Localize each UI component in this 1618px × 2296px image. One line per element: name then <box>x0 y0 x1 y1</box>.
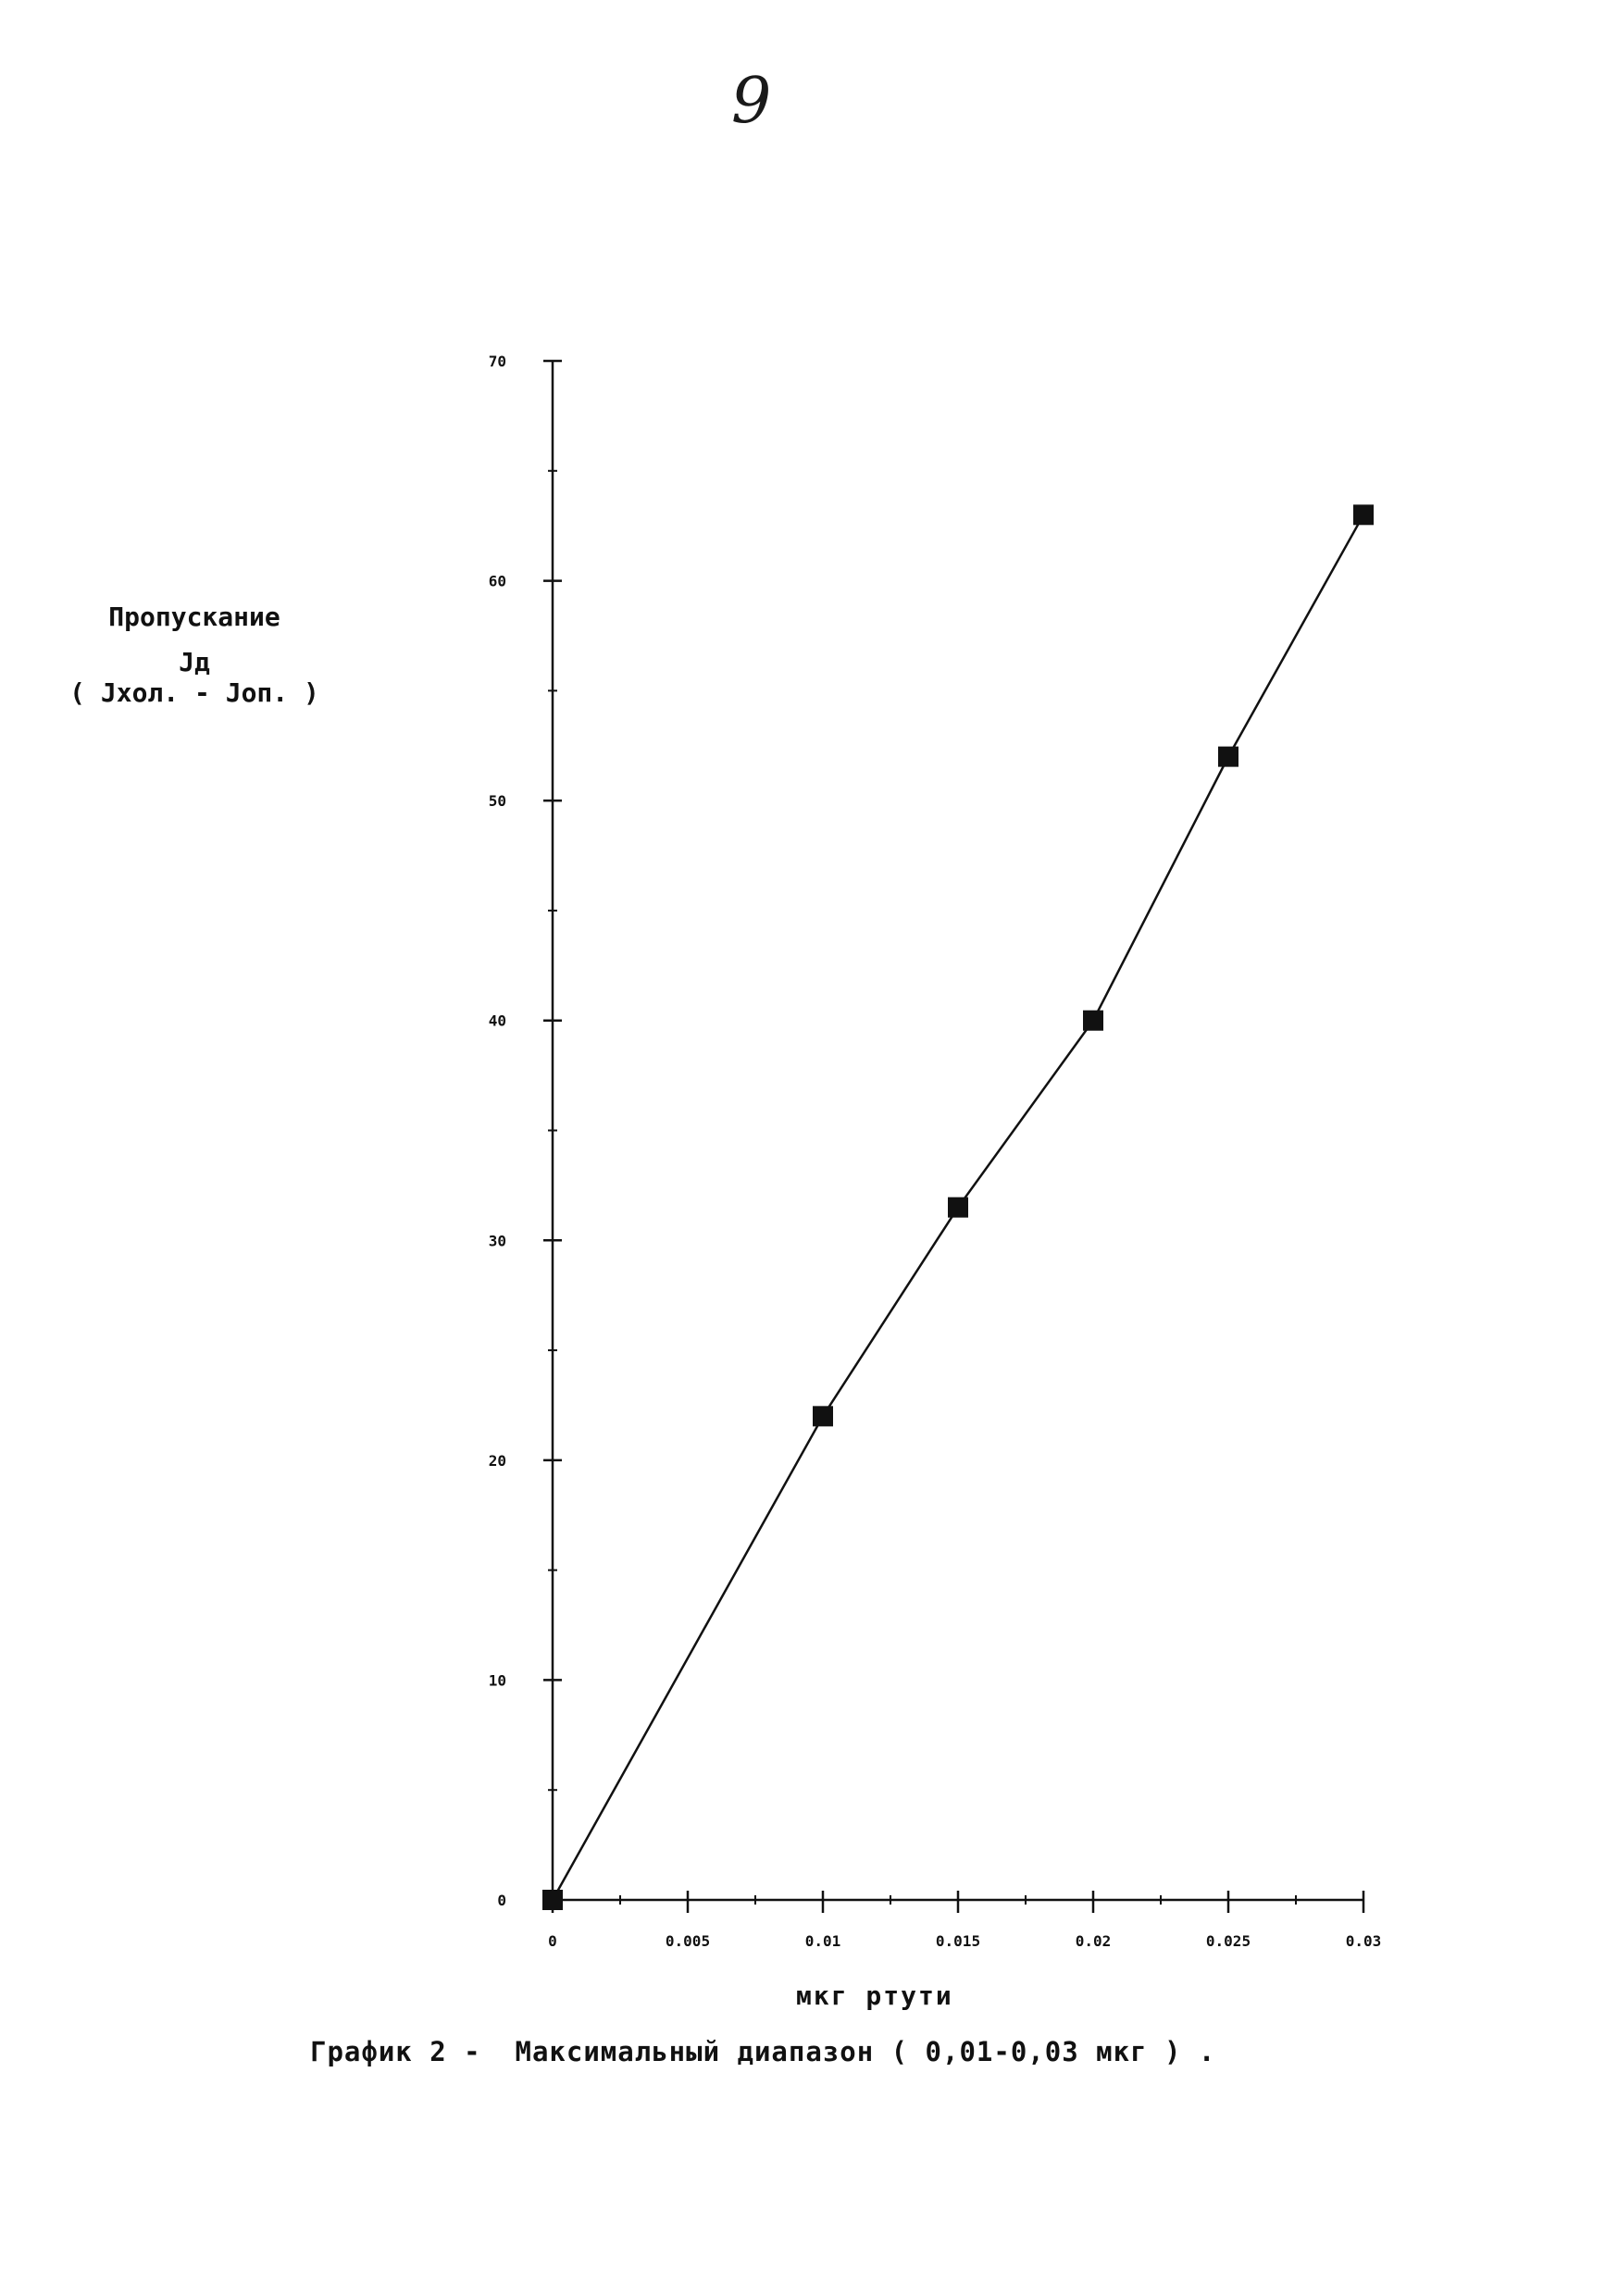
y-axis-label: Пропускание Jд ( Jхол. - Jоп. ) <box>56 602 333 708</box>
y-tick-label: 20 <box>489 1452 506 1470</box>
chart-ticks <box>543 359 1365 1913</box>
chart-tick-labels: 0 10 20 30 40 50 60 70 0 0.005 0.01 0.015 0.02 0.025 0… <box>489 353 1382 1950</box>
data-point <box>1353 504 1374 526</box>
data-point <box>1083 1010 1103 1031</box>
x-tick-label: 0.025 <box>1206 1932 1251 1950</box>
data-point <box>948 1197 968 1218</box>
x-tick-label: 0 <box>548 1932 557 1950</box>
y-tick-label: 70 <box>489 353 506 370</box>
page-number: 9 <box>731 65 772 138</box>
chart-axes <box>551 361 1363 1902</box>
y-tick-label: 30 <box>489 1232 506 1249</box>
data-point <box>813 1406 833 1427</box>
y-tick-label: 0 <box>497 1892 506 1909</box>
x-axis-label: мкг ртути <box>796 1980 953 2011</box>
chart-series <box>542 504 1374 1910</box>
figure-caption: График 2 - Максимальный диапазон ( 0,01-… <box>310 2036 1216 2067</box>
x-tick-label: 0.005 <box>666 1932 710 1950</box>
y-tick-label: 60 <box>489 573 506 590</box>
x-tick-label: 0.03 <box>1346 1932 1382 1950</box>
y-tick-label: 50 <box>489 792 506 810</box>
x-tick-label: 0.015 <box>936 1932 980 1950</box>
data-point <box>1218 746 1238 767</box>
data-point <box>542 1890 563 1910</box>
y-axis-title: Пропускание <box>108 602 280 632</box>
x-tick-label: 0.01 <box>805 1932 841 1950</box>
data-line <box>551 514 1365 1901</box>
y-axis-symbol: Jд <box>179 647 210 677</box>
x-tick-label: 0.02 <box>1076 1932 1112 1950</box>
y-axis-formula: ( Jхол. - Jоп. ) <box>69 677 319 708</box>
y-tick-label: 10 <box>489 1671 506 1689</box>
y-tick-label: 40 <box>489 1012 506 1030</box>
